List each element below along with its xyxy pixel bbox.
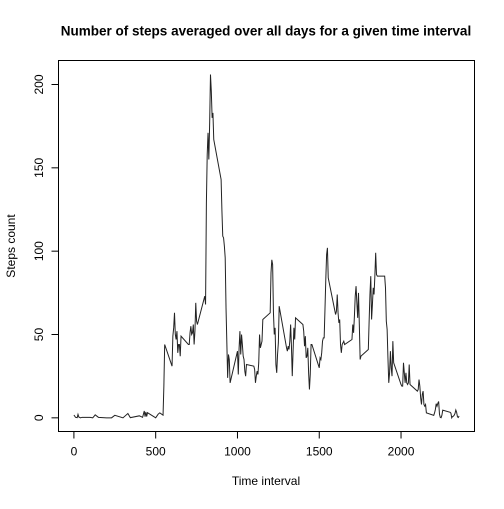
- y-axis-label: Steps count: [4, 214, 18, 278]
- y-tick-label: 150: [32, 158, 46, 178]
- y-tick-label: 0: [32, 414, 46, 421]
- y-tick-label: 100: [32, 241, 46, 261]
- x-tick-label: 1000: [224, 445, 251, 459]
- x-tick-label: 1500: [306, 445, 333, 459]
- x-tick-label: 2000: [388, 445, 415, 459]
- y-tick-label: 50: [32, 328, 46, 342]
- data-line: [73, 74, 460, 420]
- x-axis-label: Time interval: [232, 474, 300, 488]
- x-tick-label: 0: [71, 445, 78, 459]
- y-tick-label: 200: [32, 74, 46, 94]
- chart-title: Number of steps averaged over all days f…: [61, 24, 471, 39]
- plot-frame: [58, 60, 475, 432]
- x-tick-label: 500: [146, 445, 166, 459]
